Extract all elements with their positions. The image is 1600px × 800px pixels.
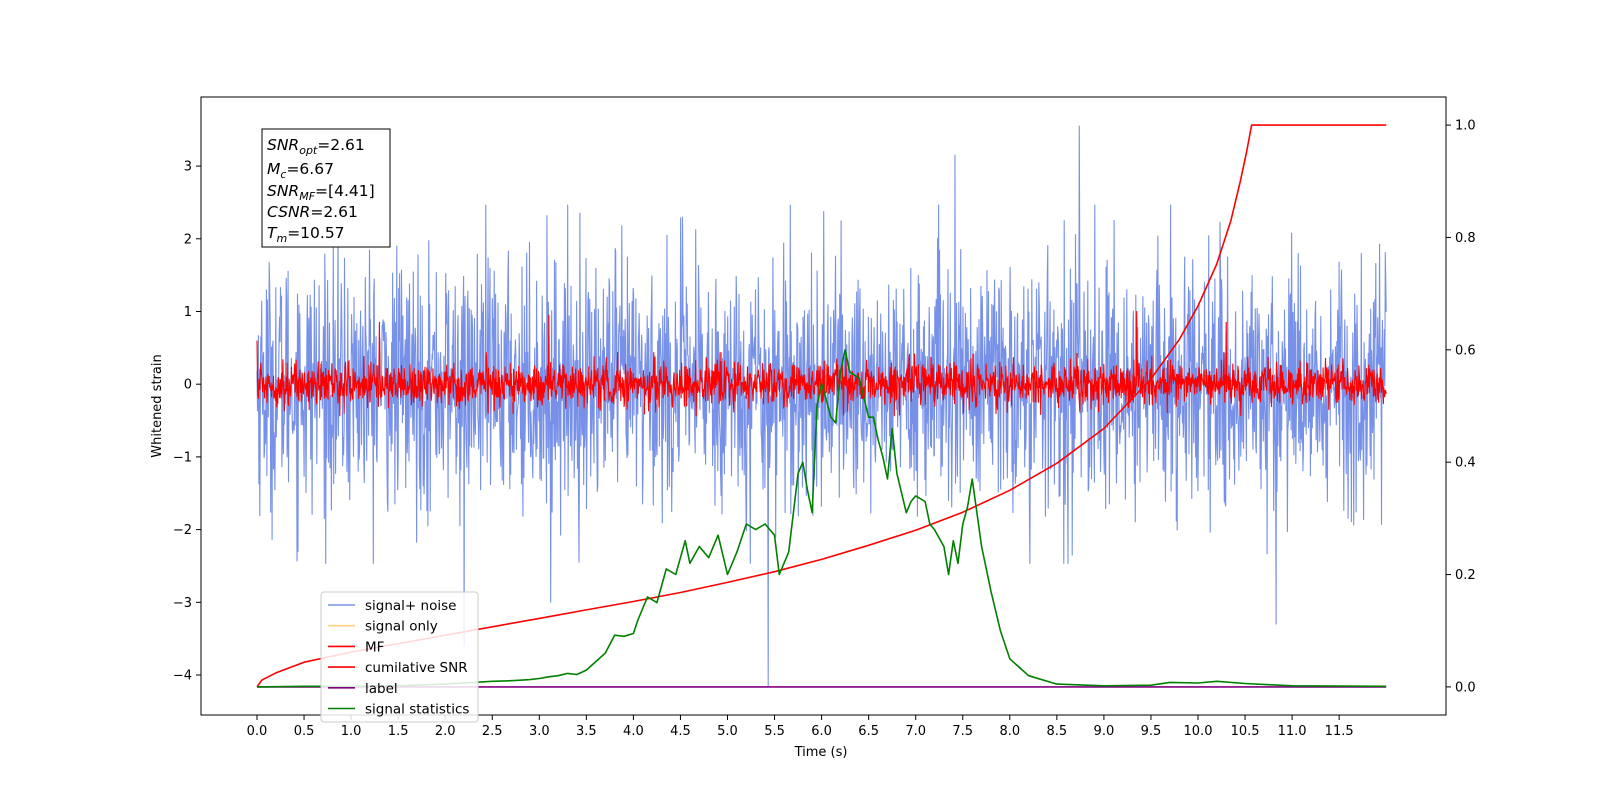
y-tick-label: 3 — [184, 160, 192, 175]
x-axis: 0.0 0.5 1.0 1.5 2.0 2.5 3.0 3.5 4.0 4.5 5.0 5.5 6.0 6… — [247, 715, 1354, 739]
annotation-snr-mf: SNRMF=[4.41] — [267, 182, 375, 203]
x-tick-label: 3.5 — [576, 724, 597, 739]
x-tick-label: 1.5 — [388, 724, 409, 739]
y-tick-label: 2 — [184, 232, 192, 247]
x-tick-label: 4.0 — [623, 724, 644, 739]
x-tick-label: 4.5 — [670, 724, 691, 739]
x-tick-label: 10.0 — [1184, 724, 1213, 739]
y-tick-label: −1 — [173, 450, 192, 465]
legend-label-signal-statistics: signal statistics — [365, 702, 469, 718]
x-tick-label: 3.0 — [529, 724, 550, 739]
annotation-box: SNRopt=2.61 Mc=6.67 SNRMF=[4.41] CSNR=2.… — [261, 128, 391, 248]
legend-label-signal-noise: signal+ noise — [365, 598, 456, 614]
x-tick-label: 11.0 — [1278, 724, 1307, 739]
plot-frame — [200, 96, 1447, 716]
x-axis-label: Time (s) — [794, 745, 848, 760]
x-tick-label: 8.0 — [999, 724, 1020, 739]
y-tick-label: 1 — [184, 305, 192, 320]
y-tick-label: −3 — [173, 596, 192, 611]
y-axis-left: 3 2 1 0 −1 −2 −3 −4 — [173, 160, 201, 684]
x-tick-label: 9.0 — [1094, 724, 1115, 739]
legend-label-label: label — [365, 681, 398, 697]
y2-tick-label: 0.6 — [1455, 343, 1476, 358]
annotation-csnr: CSNR=2.61 — [267, 203, 358, 221]
x-tick-label: 10.5 — [1231, 724, 1260, 739]
annotation-snr-opt: SNRopt=2.61 — [267, 136, 365, 157]
x-tick-label: 11.5 — [1325, 724, 1354, 739]
x-tick-label: 1.0 — [341, 724, 362, 739]
y2-tick-label: 0.4 — [1455, 456, 1476, 471]
series-line-signal-statistics — [256, 348, 1387, 688]
y2-tick-label: 0.8 — [1455, 231, 1476, 246]
x-tick-label: 5.5 — [764, 724, 785, 739]
y-tick-label: −4 — [173, 669, 192, 684]
y2-tick-label: 0.0 — [1455, 680, 1476, 695]
y2-tick-label: 0.2 — [1455, 568, 1476, 583]
y-tick-label: 0 — [184, 378, 192, 393]
x-tick-label: 6.0 — [811, 724, 832, 739]
x-tick-label: 5.0 — [717, 724, 738, 739]
x-tick-label: 2.5 — [482, 724, 503, 739]
x-tick-label: 7.5 — [952, 724, 973, 739]
x-tick-label: 2.0 — [435, 724, 456, 739]
x-tick-label: 0.5 — [294, 724, 315, 739]
x-tick-label: 7.0 — [905, 724, 926, 739]
x-tick-label: 8.5 — [1047, 724, 1068, 739]
series-line-mf — [256, 310, 1387, 417]
x-tick-label: 6.5 — [858, 724, 879, 739]
y-tick-label: −2 — [173, 523, 192, 538]
legend-label-cumilative-snr: cumilative SNR — [365, 660, 468, 676]
y-axis-right: 1.0 0.8 0.6 0.4 0.2 0.0 — [1446, 119, 1476, 695]
legend: signal+ noise signal only MF cumilative SNR… — [320, 591, 479, 723]
legend-label-mf: MF — [365, 639, 384, 655]
legend-label-signal-only: signal only — [365, 619, 438, 635]
annotation-m-c: Mc=6.67 — [267, 160, 334, 181]
annotation-t-m: Tm=10.57 — [267, 224, 345, 245]
y-axis-label: Whitened strain — [150, 354, 165, 457]
y2-tick-label: 1.0 — [1455, 119, 1476, 134]
x-tick-label: 9.5 — [1141, 724, 1162, 739]
series-line-signal-noise — [256, 125, 1387, 687]
x-tick-label: 0.0 — [247, 724, 268, 739]
